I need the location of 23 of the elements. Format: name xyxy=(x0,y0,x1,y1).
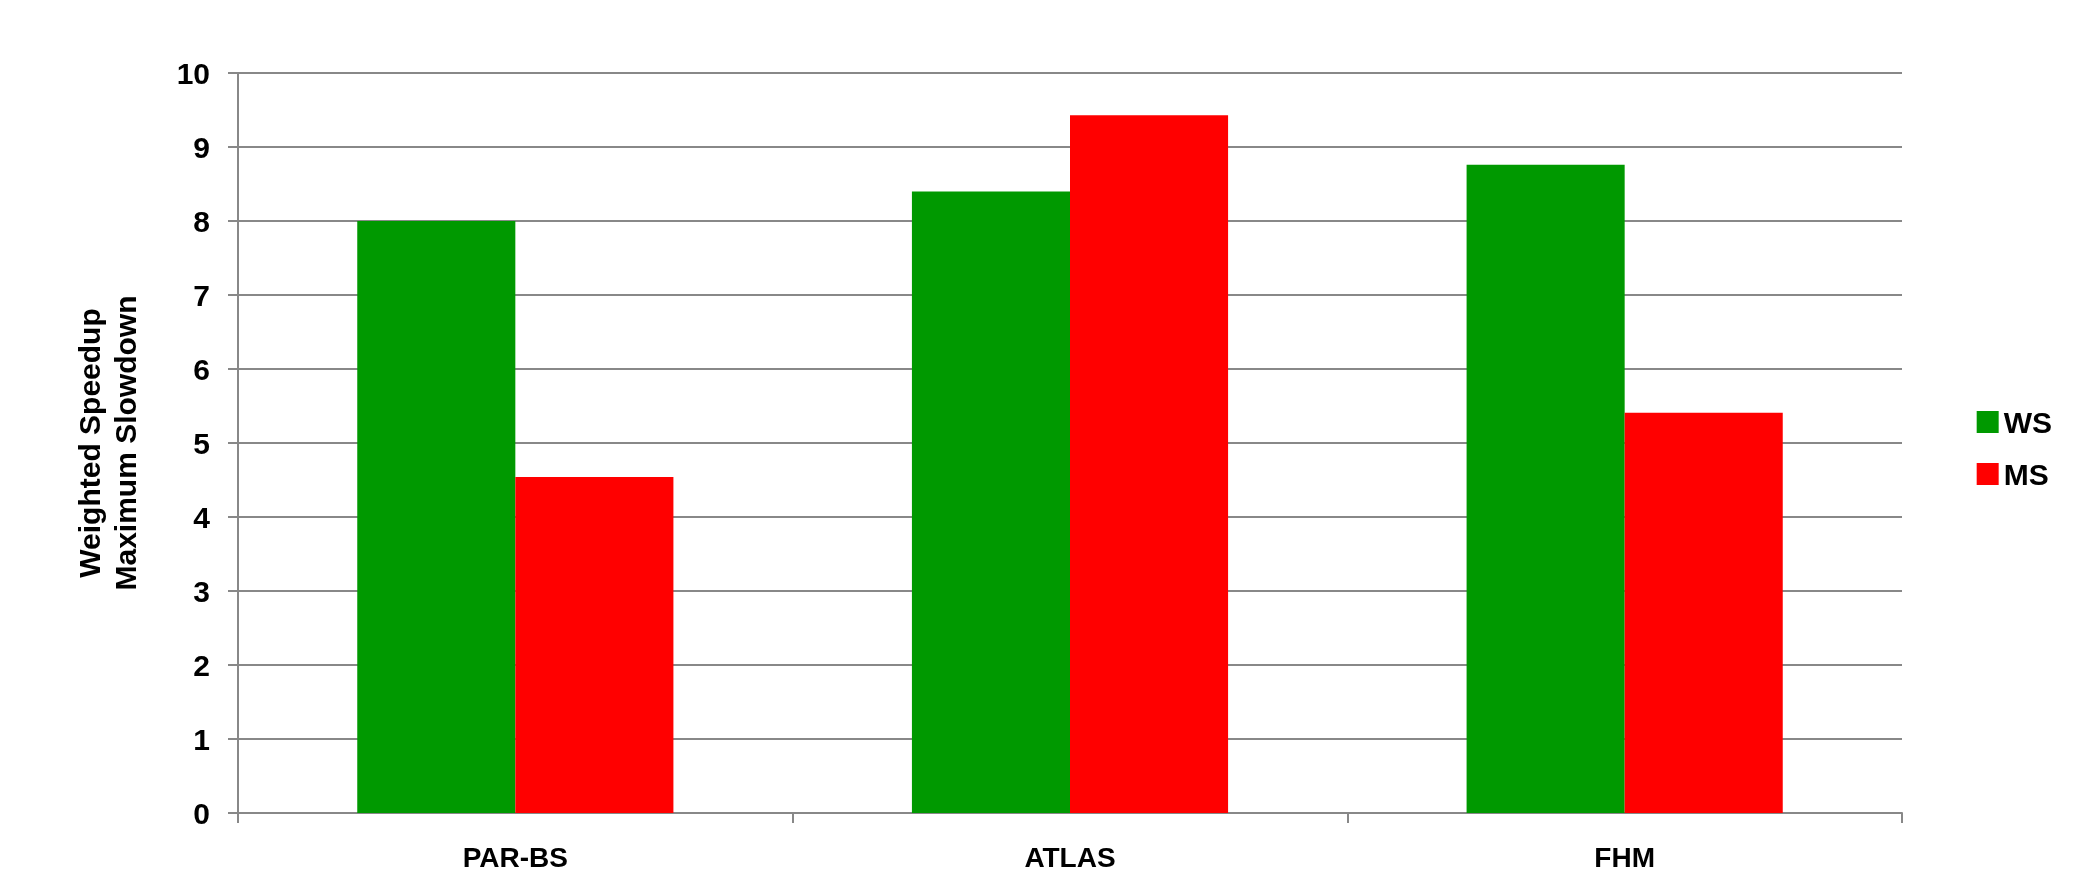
bar xyxy=(1466,164,1625,813)
y-tick-label: 5 xyxy=(193,426,210,460)
x-tick-label: PAR-BS xyxy=(462,841,568,873)
x-tick-label: ATLAS xyxy=(1024,841,1116,873)
bar xyxy=(515,477,674,813)
y-tick-label: 2 xyxy=(193,648,210,682)
y-tick-label: 9 xyxy=(193,130,210,164)
y-tick-label: 7 xyxy=(193,278,210,312)
bar xyxy=(357,221,516,813)
y-axis-title: Weighted Speedup Maximum Slowdown xyxy=(72,295,142,591)
x-tick-label: FHM xyxy=(1594,841,1655,873)
y-tick-label: 6 xyxy=(193,352,210,386)
y-tick-label: 3 xyxy=(193,574,210,608)
legend-label: MS xyxy=(2003,457,2049,491)
y-tick-label: 8 xyxy=(193,204,210,238)
legend-label: WS xyxy=(2003,405,2052,439)
bar xyxy=(911,191,1070,813)
bar xyxy=(1070,115,1229,813)
y-tick-label: 10 xyxy=(176,56,210,90)
bar xyxy=(1624,412,1783,813)
y-tick-label: 0 xyxy=(193,796,210,830)
y-tick-label: 1 xyxy=(193,722,210,756)
y-tick-label: 4 xyxy=(193,500,211,534)
